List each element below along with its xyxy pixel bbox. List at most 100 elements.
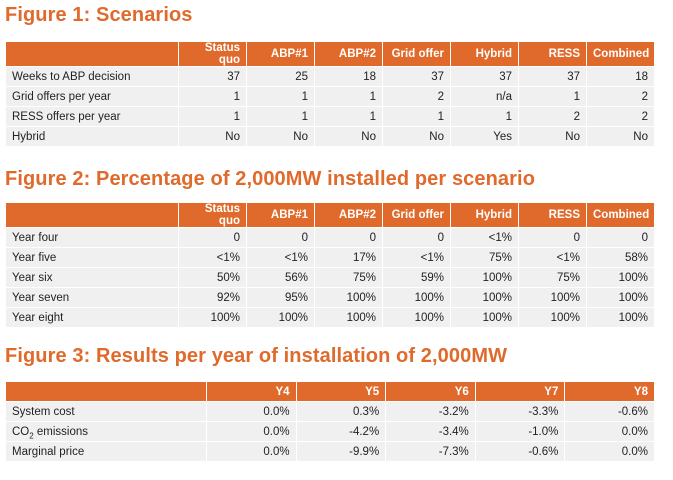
table-cell: 1 (519, 87, 586, 106)
table-row: Year six 50% 56% 75% 59% 100% 75% 100% (6, 268, 654, 287)
table-cell: 92% (179, 288, 246, 307)
table-cell: No (519, 127, 586, 146)
table-row: Year seven 92% 95% 100% 100% 100% 100% 1… (6, 288, 654, 307)
percentage-installed-table: Status quo ABP#1 ABP#2 Grid offer Hybrid… (5, 202, 655, 328)
table-cell: <1% (383, 248, 450, 267)
row-label: Weeks to ABP decision (6, 67, 178, 86)
row-label-suffix: emissions (33, 425, 89, 438)
table-row: System cost 0.0% 0.3% -3.2% -3.3% -0.6% (6, 402, 654, 421)
figure-1-title: Figure 1: Scenarios (5, 4, 193, 26)
table-cell: 0 (315, 228, 382, 247)
table-cell: 37 (383, 67, 450, 86)
table-cell: 37 (179, 67, 246, 86)
table-cell: <1% (519, 248, 586, 267)
table-row: Grid offers per year 1 1 1 2 n/a 1 2 (6, 87, 654, 106)
table-cell: 58% (587, 248, 654, 267)
table-cell: -3.3% (475, 402, 565, 421)
table-row: Year eight 100% 100% 100% 100% 100% 100%… (6, 308, 654, 327)
scenarios-table: Status quo ABP#1 ABP#2 Grid offer Hybrid… (5, 41, 655, 147)
table-cell: 100% (587, 288, 654, 307)
table-cell: 1 (179, 107, 246, 126)
table-cell: 75% (451, 248, 518, 267)
table-cell: 0.0% (565, 422, 654, 441)
header-cell: Y4 (207, 382, 296, 401)
row-label: Hybrid (6, 127, 178, 146)
table-cell: 59% (383, 268, 450, 287)
table-cell: 100% (383, 288, 450, 307)
table-header-row: Status quo ABP#1 ABP#2 Grid offer Hybrid… (6, 203, 654, 227)
header-cell: Y8 (565, 382, 654, 401)
table-cell: 100% (587, 308, 654, 327)
table-cell: 100% (519, 288, 586, 307)
row-label: RESS offers per year (6, 107, 178, 126)
table-cell: 0.0% (207, 422, 296, 441)
row-label: CO2 emissions (6, 422, 206, 441)
header-cell: Y5 (296, 382, 386, 401)
table-cell: 18 (315, 67, 382, 86)
header-cell (6, 203, 178, 227)
header-cell: Hybrid (451, 203, 518, 227)
table-cell: 0 (247, 228, 314, 247)
header-cell: ABP#1 (247, 42, 314, 66)
header-cell: Combined (587, 42, 654, 66)
table-cell: 100% (315, 288, 382, 307)
table-cell: -0.6% (475, 442, 565, 461)
table-cell: 18 (587, 67, 654, 86)
row-label-prefix: CO (12, 425, 30, 438)
row-label: Year six (6, 268, 178, 287)
header-cell: ABP#2 (315, 203, 382, 227)
table-row: CO2 emissions 0.0% -4.2% -3.4% -1.0% 0.0… (6, 422, 654, 441)
table-row: Year four 0 0 0 0 <1% 0 0 (6, 228, 654, 247)
row-label: System cost (6, 402, 206, 421)
table-cell: 95% (247, 288, 314, 307)
header-cell: Grid offer (383, 42, 450, 66)
table-cell: 0 (519, 228, 586, 247)
row-label: Year eight (6, 308, 178, 327)
table-cell: 100% (383, 308, 450, 327)
table-cell: 1 (315, 107, 382, 126)
table-cell: -3.2% (386, 402, 475, 421)
table-cell: 2 (519, 107, 586, 126)
table-row: Marginal price 0.0% -9.9% -7.3% -0.6% 0.… (6, 442, 654, 461)
table-header-row: Y4 Y5 Y6 Y7 Y8 (6, 382, 654, 401)
table-row: Year five <1% <1% 17% <1% 75% <1% 58% (6, 248, 654, 267)
table-row: Hybrid No No No No Yes No No (6, 127, 654, 146)
table-cell: <1% (179, 248, 246, 267)
table-row: RESS offers per year 1 1 1 1 1 2 2 (6, 107, 654, 126)
table-cell: 37 (519, 67, 586, 86)
table-cell: 0.0% (207, 442, 296, 461)
table-cell: Yes (451, 127, 518, 146)
table-cell: 100% (247, 308, 314, 327)
table-cell: 50% (179, 268, 246, 287)
row-label: Year seven (6, 288, 178, 307)
table-cell: 0 (587, 228, 654, 247)
table-cell: <1% (451, 228, 518, 247)
table-cell: 100% (451, 308, 518, 327)
table-cell: 0.0% (565, 442, 654, 461)
table-cell: No (383, 127, 450, 146)
table-cell: 0.0% (207, 402, 296, 421)
header-cell: Y7 (475, 382, 565, 401)
table-header-row: Status quo ABP#1 ABP#2 Grid offer Hybrid… (6, 42, 654, 66)
table-cell: 17% (315, 248, 382, 267)
header-cell: ABP#1 (247, 203, 314, 227)
header-cell (6, 42, 178, 66)
header-cell: Y6 (386, 382, 475, 401)
row-label: Marginal price (6, 442, 206, 461)
table-cell: 0.3% (296, 402, 386, 421)
row-label: Year four (6, 228, 178, 247)
table-cell: -3.4% (386, 422, 475, 441)
table-cell: 0 (179, 228, 246, 247)
table-cell: 100% (315, 308, 382, 327)
header-cell: Status quo (179, 203, 246, 227)
table-cell: 2 (383, 87, 450, 106)
row-label: Grid offers per year (6, 87, 178, 106)
results-per-year-table: Y4 Y5 Y6 Y7 Y8 System cost 0.0% 0.3% -3.… (5, 381, 655, 462)
table-cell: -7.3% (386, 442, 475, 461)
table-cell: 75% (315, 268, 382, 287)
table-cell: 100% (519, 308, 586, 327)
table-cell: -9.9% (296, 442, 386, 461)
table-cell: No (247, 127, 314, 146)
table-row: Weeks to ABP decision 37 25 18 37 37 37 … (6, 67, 654, 86)
header-cell: Grid offer (383, 203, 450, 227)
